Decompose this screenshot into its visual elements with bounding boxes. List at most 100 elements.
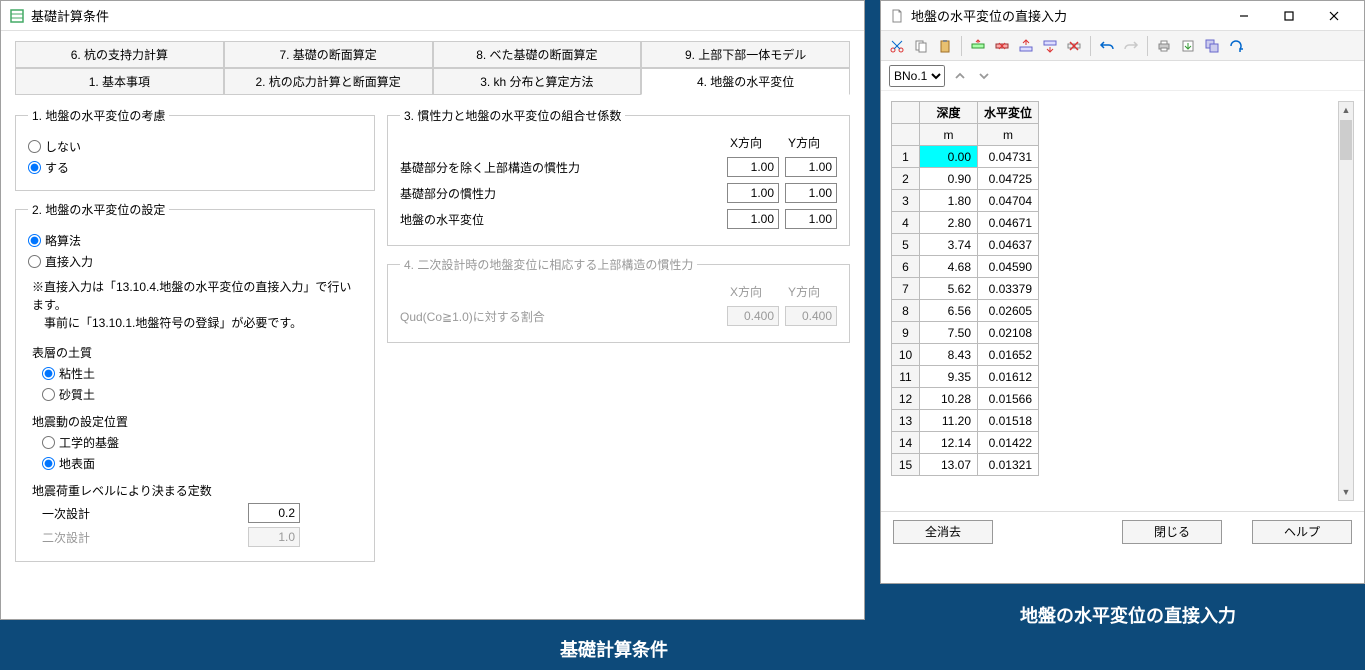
group1-legend: 1. 地盤の水平変位の考慮 [28,107,169,124]
coef-row1-label: 基礎部分を除く上部構造の慣性力 [400,159,721,176]
direct-input-note: ※直接入力は「13.10.4.地盤の水平変位の直接入力」で行います。 事前に「1… [32,278,362,332]
col-disp: 水平変位 [978,102,1039,124]
radio-no[interactable]: しない [28,138,362,155]
coef-r2-x[interactable] [727,183,779,203]
coef-header: X方向 Y方向 [400,134,837,151]
displacement-table[interactable]: 深度 水平変位 m m 10.000.0473120.900.0472531.8… [891,101,1039,476]
copy-icon[interactable] [911,36,931,56]
selector-row: BNo.1 [881,61,1364,91]
table-row[interactable]: 10.000.04731 [892,146,1039,168]
window-title: 基礎計算条件 [31,6,109,25]
group-displacement-setting: 2. 地盤の水平変位の設定 略算法 直接入力 ※直接入力は「13.10.4.地盤… [15,201,375,562]
delete-row-icon[interactable] [992,36,1012,56]
group3-legend: 3. 慣性力と地盤の水平変位の組合せ係数 [400,107,625,124]
table-row[interactable]: 75.620.03379 [892,278,1039,300]
move-down-icon[interactable] [1040,36,1060,56]
prev-button[interactable] [951,67,969,85]
coef-row3-label: 地盤の水平変位 [400,211,721,228]
toolbar [881,31,1364,61]
cascade-icon[interactable] [1202,36,1222,56]
secondary-design-input [248,527,300,547]
close-button[interactable]: 閉じる [1122,520,1222,544]
tab[interactable]: 9. 上部下部一体モデル [641,41,850,67]
table-row[interactable]: 20.900.04725 [892,168,1039,190]
coef-r1-y[interactable] [785,157,837,177]
col-depth: 深度 [920,102,978,124]
data-grid-container: 深度 水平変位 m m 10.000.0473120.900.0472531.8… [881,91,1364,511]
radio-direct[interactable]: 直接入力 [28,253,362,270]
radio-bedrock[interactable]: 工学的基盤 [42,434,362,451]
coef4-row1-label: Qud(Co≧1.0)に対する割合 [400,308,721,325]
table-row[interactable]: 97.500.02108 [892,322,1039,344]
radio-sandy[interactable]: 砂質土 [42,386,362,403]
group-combination-coef: 3. 慣性力と地盤の水平変位の組合せ係数 X方向 Y方向 基礎部分を除く上部構造… [387,107,850,246]
table-row[interactable]: 31.800.04704 [892,190,1039,212]
table-row[interactable]: 108.430.01652 [892,344,1039,366]
redo-icon[interactable] [1121,36,1141,56]
primary-design-input[interactable] [248,503,300,523]
constant-label: 地震荷重レベルにより決まる定数 [32,482,362,499]
vertical-scrollbar[interactable]: ▲ ▼ [1338,101,1354,501]
table-row[interactable]: 1311.200.01518 [892,410,1039,432]
titlebar: 地盤の水平変位の直接入力 [881,1,1364,31]
tab[interactable]: 7. 基礎の断面算定 [224,41,433,67]
tab[interactable]: 6. 杭の支持力計算 [15,41,224,67]
undo-icon[interactable] [1097,36,1117,56]
table-row[interactable]: 42.800.04671 [892,212,1039,234]
tab-row-lower: 1. 基本事項2. 杭の応力計算と断面算定3. kh 分布と算定方法4. 地盤の… [15,68,850,95]
radio-cohesive[interactable]: 粘性土 [42,365,362,382]
paste-icon[interactable] [935,36,955,56]
secondary-design-row: 二次設計 [28,527,362,547]
delete-icon[interactable] [1064,36,1084,56]
table-row[interactable]: 86.560.02605 [892,300,1039,322]
tab[interactable]: 2. 杭の応力計算と断面算定 [224,68,433,94]
radio-approx[interactable]: 略算法 [28,232,362,249]
export-icon[interactable] [1178,36,1198,56]
motion-position-label: 地震動の設定位置 [32,413,362,430]
move-up-icon[interactable] [1016,36,1036,56]
scroll-up-icon[interactable]: ▲ [1339,102,1353,118]
radio-yes[interactable]: する [28,159,362,176]
clear-all-button[interactable]: 全消去 [893,520,993,544]
radio-surface[interactable]: 地表面 [42,455,362,472]
refresh-icon[interactable] [1226,36,1246,56]
minimize-button[interactable] [1221,2,1266,30]
scroll-down-icon[interactable]: ▼ [1339,484,1353,500]
caption-foundation: 基礎計算条件 [560,636,668,662]
window-title: 地盤の水平変位の直接入力 [911,6,1067,25]
boring-select[interactable]: BNo.1 [889,65,945,87]
coef4-r1-x [727,306,779,326]
table-row[interactable]: 1210.280.01566 [892,388,1039,410]
group4-legend: 4. 二次設計時の地盤変位に相応する上部構造の慣性力 [400,256,697,273]
insert-row-icon[interactable] [968,36,988,56]
tab[interactable]: 3. kh 分布と算定方法 [433,68,642,94]
tab[interactable]: 1. 基本事項 [15,68,224,94]
help-button[interactable]: ヘルプ [1252,520,1352,544]
tab[interactable]: 4. 地盤の水平変位 [641,68,850,95]
group2-legend: 2. 地盤の水平変位の設定 [28,201,169,218]
tab[interactable]: 8. べた基礎の断面算定 [433,41,642,67]
print-icon[interactable] [1154,36,1174,56]
table-row[interactable]: 64.680.04590 [892,256,1039,278]
next-button[interactable] [975,67,993,85]
coef4-r1-y [785,306,837,326]
close-button[interactable] [1311,2,1356,30]
scroll-thumb[interactable] [1340,120,1352,160]
coef-row2-label: 基礎部分の慣性力 [400,185,721,202]
coef-r2-y[interactable] [785,183,837,203]
app-icon [9,8,25,24]
surface-soil-label: 表層の土質 [32,344,362,361]
doc-icon [889,8,905,24]
coef-r3-x[interactable] [727,209,779,229]
table-row[interactable]: 1513.070.01321 [892,454,1039,476]
titlebar: 基礎計算条件 [1,1,864,31]
table-row[interactable]: 1412.140.01422 [892,432,1039,454]
coef-r3-y[interactable] [785,209,837,229]
tab-row-upper: 6. 杭の支持力計算7. 基礎の断面算定8. べた基礎の断面算定9. 上部下部一… [15,41,850,68]
button-row: 全消去 閉じる ヘルプ [881,511,1364,551]
table-row[interactable]: 119.350.01612 [892,366,1039,388]
coef-r1-x[interactable] [727,157,779,177]
maximize-button[interactable] [1266,2,1311,30]
cut-icon[interactable] [887,36,907,56]
table-row[interactable]: 53.740.04637 [892,234,1039,256]
